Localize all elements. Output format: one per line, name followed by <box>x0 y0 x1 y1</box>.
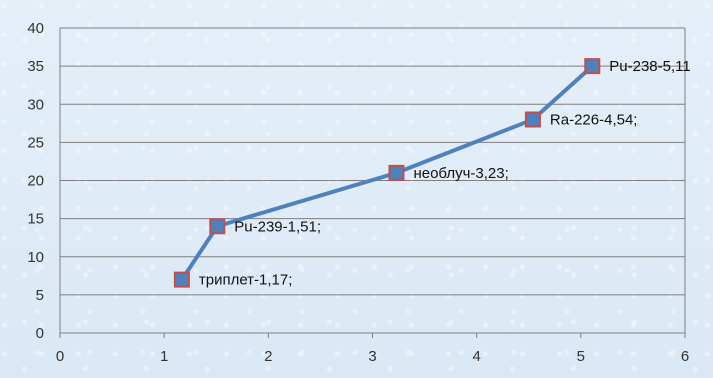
data-point-label: Ra-226-4,54; <box>550 112 638 129</box>
y-tick-label: 5 <box>36 287 44 304</box>
y-tick-label: 40 <box>27 20 44 37</box>
x-tick-label: 6 <box>681 348 689 365</box>
data-point-marker <box>584 58 601 75</box>
markers-group <box>173 58 601 288</box>
data-point-label: Pu-239-1,51; <box>234 218 321 235</box>
data-point-label: Pu-238-5,11 <box>609 58 690 75</box>
x-tick-label: 5 <box>577 348 585 365</box>
x-tick-label: 2 <box>264 348 272 365</box>
y-tick-label: 15 <box>27 211 44 228</box>
x-tick-label: 1 <box>160 348 168 365</box>
x-tick-label: 3 <box>368 348 376 365</box>
y-tick-labels: 0 5 10 15 20 25 30 35 40 <box>27 20 44 342</box>
data-point-marker <box>524 111 541 128</box>
x-tick-label: 0 <box>56 348 64 365</box>
axes <box>59 28 686 338</box>
x-tick-labels: 0 1 2 3 4 5 6 <box>56 348 689 365</box>
data-point-marker <box>173 271 190 288</box>
y-tick-label: 20 <box>27 173 44 190</box>
data-point-marker <box>388 164 405 181</box>
y-tick-label: 0 <box>36 325 44 342</box>
x-tick-label: 4 <box>472 348 480 365</box>
y-tick-label: 30 <box>27 96 44 113</box>
y-tick-label: 25 <box>27 134 44 151</box>
data-point-marker <box>209 218 226 235</box>
data-point-label: триплет-1,17; <box>199 272 293 289</box>
y-tick-label: 10 <box>27 249 44 266</box>
y-tick-label: 35 <box>27 58 44 75</box>
data-point-label: необлуч-3,23; <box>413 165 508 182</box>
data-labels-group: триплет-1,17; Pu-239-1,51; необлуч-3,23; Ra… <box>199 58 691 289</box>
